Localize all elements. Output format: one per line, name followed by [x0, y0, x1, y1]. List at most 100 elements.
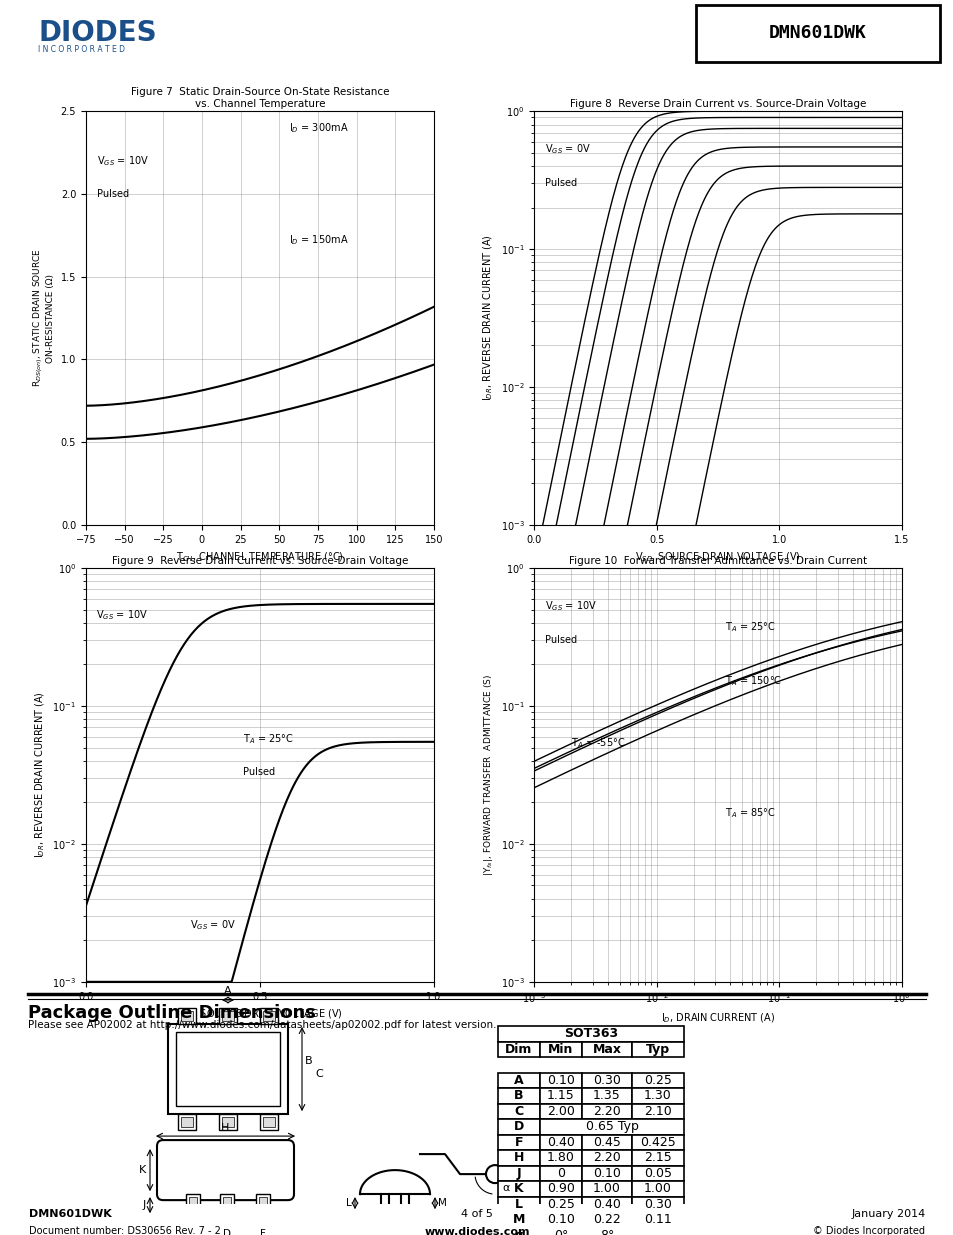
- Text: DIODES: DIODES: [38, 19, 156, 47]
- Bar: [539, 1181, 581, 1197]
- Bar: [631, 1104, 683, 1119]
- Bar: [539, 1104, 581, 1119]
- Bar: [219, 1114, 236, 1130]
- Text: B: B: [305, 1056, 313, 1066]
- Text: 0.11: 0.11: [643, 1213, 671, 1226]
- Bar: [178, 1114, 195, 1130]
- Bar: [631, 1228, 683, 1235]
- Bar: [497, 1166, 539, 1181]
- Text: C: C: [514, 1105, 523, 1118]
- Bar: [497, 1104, 539, 1119]
- Bar: [263, 1011, 274, 1021]
- Text: January 2014: January 2014: [850, 1209, 924, 1219]
- Bar: [581, 1197, 631, 1212]
- Text: I$_D$ = 300mA: I$_D$ = 300mA: [289, 121, 349, 135]
- Text: I N C O R P O R A T E D: I N C O R P O R A T E D: [38, 46, 125, 54]
- Text: 2.10: 2.10: [643, 1105, 671, 1118]
- Text: K: K: [138, 1165, 146, 1176]
- Text: T$_A$ = 25°C: T$_A$ = 25°C: [242, 732, 294, 746]
- Bar: [222, 1118, 233, 1128]
- Bar: [255, 1194, 270, 1216]
- Bar: [220, 1194, 233, 1216]
- Bar: [539, 1197, 581, 1212]
- Bar: [260, 1114, 277, 1130]
- Text: 1.00: 1.00: [643, 1182, 671, 1195]
- Text: 0: 0: [557, 1167, 564, 1179]
- Text: Please see AP02002 at http://www.diodes.com/datasheets/ap02002.pdf for latest ve: Please see AP02002 at http://www.diodes.…: [28, 1020, 496, 1030]
- Text: © Diodes Incorporated: © Diodes Incorporated: [813, 1225, 924, 1235]
- Text: A: A: [514, 1073, 523, 1087]
- Text: Max: Max: [592, 1042, 620, 1056]
- Bar: [631, 1088, 683, 1104]
- Title: Figure 7  Static Drain-Source On-State Resistance
vs. Channel Temperature: Figure 7 Static Drain-Source On-State Re…: [131, 88, 389, 109]
- Text: V$_{GS}$ = 10V: V$_{GS}$ = 10V: [96, 154, 149, 168]
- Text: 1.80: 1.80: [546, 1151, 575, 1165]
- Text: SOT363: SOT363: [563, 1028, 618, 1040]
- Bar: [539, 1228, 581, 1235]
- Text: J: J: [517, 1167, 520, 1179]
- Text: 0°: 0°: [554, 1229, 568, 1235]
- X-axis label: I$_D$, DRAIN CURRENT (A): I$_D$, DRAIN CURRENT (A): [660, 1011, 774, 1025]
- Text: Pulsed: Pulsed: [242, 767, 274, 777]
- Bar: [631, 1212, 683, 1228]
- Text: F: F: [260, 1229, 266, 1235]
- Bar: [539, 1088, 581, 1104]
- Text: K: K: [514, 1182, 523, 1195]
- Text: Pulsed: Pulsed: [545, 635, 577, 645]
- Bar: [631, 1072, 683, 1088]
- Y-axis label: |Y$_{fs}$|, FORWARD TRANSFER  ADMITTANCE (S): |Y$_{fs}$|, FORWARD TRANSFER ADMITTANCE …: [481, 674, 495, 876]
- Text: M: M: [437, 1198, 446, 1208]
- Bar: [497, 1135, 539, 1150]
- Bar: [497, 1088, 539, 1104]
- Bar: [631, 1150, 683, 1166]
- Bar: [539, 1150, 581, 1166]
- Bar: [497, 1119, 539, 1135]
- Bar: [497, 1150, 539, 1166]
- Text: 0.05: 0.05: [643, 1167, 671, 1179]
- Title: Figure 10  Forward Transfer Admittance vs. Drain Current: Figure 10 Forward Transfer Admittance vs…: [568, 556, 866, 566]
- Bar: [539, 1212, 581, 1228]
- Text: L: L: [346, 1198, 352, 1208]
- Text: 0.40: 0.40: [593, 1198, 620, 1210]
- Text: 0.30: 0.30: [643, 1198, 671, 1210]
- X-axis label: T$_{CH}$, CHANNEL TEMPERATURE (°C): T$_{CH}$, CHANNEL TEMPERATURE (°C): [176, 550, 343, 563]
- Bar: [581, 1166, 631, 1181]
- Text: T$_A$ = 25°C: T$_A$ = 25°C: [724, 620, 776, 634]
- Text: 0.45: 0.45: [593, 1136, 620, 1149]
- Bar: [189, 1197, 196, 1213]
- FancyBboxPatch shape: [696, 5, 939, 63]
- Bar: [631, 1197, 683, 1212]
- Text: I$_D$ = 150mA: I$_D$ = 150mA: [289, 233, 349, 247]
- Bar: [178, 1008, 195, 1024]
- Bar: [581, 1041, 631, 1057]
- Bar: [497, 1212, 539, 1228]
- Bar: [181, 1011, 193, 1021]
- Bar: [539, 1166, 581, 1181]
- Text: V$_{GS}$ = 0V: V$_{GS}$ = 0V: [190, 918, 236, 932]
- Bar: [631, 1135, 683, 1150]
- Text: DMN601DWK: DMN601DWK: [29, 1209, 112, 1219]
- Text: Min: Min: [548, 1042, 573, 1056]
- Text: Package Outline Dimensions: Package Outline Dimensions: [28, 1004, 315, 1023]
- Bar: [223, 1197, 231, 1213]
- Text: H: H: [221, 1123, 230, 1132]
- Bar: [581, 1104, 631, 1119]
- Text: 0.10: 0.10: [593, 1167, 620, 1179]
- Text: 0.10: 0.10: [546, 1073, 575, 1087]
- Text: α: α: [515, 1229, 523, 1235]
- Bar: [539, 1119, 683, 1135]
- Text: B: B: [514, 1089, 523, 1103]
- Y-axis label: I$_{DR}$, REVERSE DRAIN CURRENT (A): I$_{DR}$, REVERSE DRAIN CURRENT (A): [481, 235, 495, 401]
- Text: C: C: [314, 1070, 322, 1079]
- Text: F: F: [515, 1136, 522, 1149]
- Bar: [497, 1026, 683, 1041]
- Text: Typ: Typ: [645, 1042, 669, 1056]
- Text: 2.00: 2.00: [546, 1105, 575, 1118]
- Y-axis label: R$_{DS(on)}$, STATIC DRAIN SOURCE
ON-RESISTANCE (Ω): R$_{DS(on)}$, STATIC DRAIN SOURCE ON-RES…: [30, 248, 55, 388]
- Text: DMN601DWK: DMN601DWK: [768, 23, 865, 42]
- Title: Figure 8  Reverse Drain Current vs. Source-Drain Voltage: Figure 8 Reverse Drain Current vs. Sourc…: [569, 99, 865, 109]
- Text: L: L: [260, 1229, 266, 1235]
- Bar: [497, 1228, 539, 1235]
- Bar: [175, 1032, 280, 1107]
- Text: 0.25: 0.25: [546, 1198, 575, 1210]
